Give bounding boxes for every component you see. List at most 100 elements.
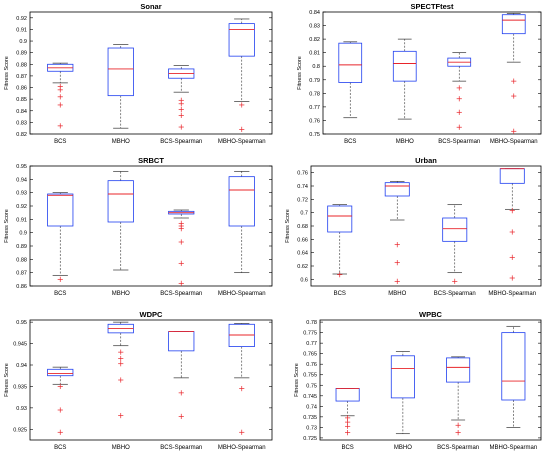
box-iqr <box>390 355 415 399</box>
plot-frame <box>29 11 273 135</box>
box-bcs <box>47 62 74 129</box>
outlier-point <box>455 422 461 428</box>
y-tick-label: 0.81 <box>309 51 320 57</box>
box-iqr <box>327 205 353 233</box>
outlier-point <box>456 124 462 130</box>
outlier-point <box>509 254 515 260</box>
y-tick-label: 0.76 <box>309 118 320 124</box>
y-tick-label: 0.88 <box>16 257 27 263</box>
y-tick-label: 0.88 <box>16 62 27 68</box>
x-tick-label: MBHO <box>112 139 130 145</box>
box-bcs-spearman <box>447 52 472 130</box>
box-iqr <box>107 47 134 97</box>
box-bcs <box>338 41 363 119</box>
box-bcs <box>327 204 353 278</box>
box-mbho <box>107 321 134 419</box>
x-tick-label: MBHO-Spearman <box>490 445 538 451</box>
x-tick-label: MBHO-Spearman <box>218 445 266 451</box>
y-tick-label: 0.95 <box>16 320 27 326</box>
y-tick-label: 0.83 <box>16 120 27 126</box>
x-tick-label: BCS <box>54 139 66 145</box>
box-mbho <box>107 44 134 129</box>
outlier-point <box>178 101 184 107</box>
y-tick-label: 0.86 <box>16 284 27 290</box>
y-tick-label: 0.95 <box>16 164 27 170</box>
outlier-point <box>239 102 245 108</box>
box-iqr <box>47 193 74 227</box>
outlier-point <box>118 355 124 362</box>
y-tick-label: 0.74 <box>306 404 317 410</box>
outlier-point <box>345 430 351 436</box>
x-tick-label: BCS-Spearman <box>438 139 480 145</box>
outlier-point <box>178 413 184 420</box>
y-tick-label: 0.62 <box>297 264 308 270</box>
box-bcs-spearman <box>168 209 195 286</box>
outlier-point <box>456 85 462 91</box>
x-tick-label: BCS-Spearman <box>160 139 202 145</box>
outlier-point <box>455 430 461 436</box>
y-tick-label: 0.83 <box>309 24 320 30</box>
outlier-point <box>178 390 184 396</box>
y-tick-label: 0.77 <box>309 105 320 111</box>
outlier-point <box>118 361 124 367</box>
outlier-point <box>509 208 515 214</box>
box-iqr <box>107 180 134 223</box>
outlier-point <box>509 275 515 281</box>
y-tick-label: 0.86 <box>16 86 27 92</box>
y-tick-label: 0.76 <box>306 362 317 368</box>
outlier-point <box>394 278 400 284</box>
outlier-point <box>511 78 517 84</box>
outlier-point <box>511 128 517 134</box>
y-tick-label: 0.84 <box>309 10 320 16</box>
x-tick-label: BCS <box>344 139 356 145</box>
y-tick-label: 0.94 <box>16 177 27 183</box>
y-tick-label: 0.82 <box>309 37 320 43</box>
y-tick-label: 0.78 <box>306 320 317 326</box>
box-mbho-spearman <box>499 168 525 281</box>
x-tick-label: BCS-Spearman <box>437 445 479 451</box>
y-tick-label: 0.89 <box>16 51 27 57</box>
x-tick-label: BCS-Spearman <box>160 445 202 451</box>
y-tick-label: 0.89 <box>16 244 27 250</box>
outlier-point <box>239 126 245 132</box>
chart-title: WPBC <box>419 310 442 319</box>
y-tick-label: 0.9 <box>19 231 27 237</box>
chart-panel-urban: Urban Fitness Score 0.6 0.62 0.64 0.66 0.68 0.7… <box>285 156 542 297</box>
outlier-point <box>57 102 63 108</box>
box-iqr <box>47 368 74 377</box>
y-tick-label: 0.935 <box>13 384 27 390</box>
box-iqr <box>228 23 255 57</box>
box-bcs <box>47 366 74 435</box>
outlier-point <box>57 123 63 129</box>
chart-title: Sonar <box>140 2 161 11</box>
y-tick-label: 0.6 <box>300 277 308 283</box>
outlier-point <box>57 87 63 93</box>
y-axis-label: Fitness Score <box>285 209 291 243</box>
box-bcs <box>47 192 74 282</box>
x-tick-label: MBHO <box>112 445 130 451</box>
x-tick-label: MBHO-Spearman <box>218 291 266 297</box>
outlier-point <box>345 423 351 429</box>
outlier-point <box>118 377 124 383</box>
y-tick-label: 0.72 <box>297 197 308 203</box>
box-iqr <box>228 176 255 227</box>
y-axis-label: Fitness Score <box>297 56 303 90</box>
y-tick-label: 0.79 <box>309 78 320 84</box>
outlier-point <box>394 242 400 248</box>
box-mbho-spearman <box>228 323 255 435</box>
outlier-point <box>178 226 184 232</box>
outlier-point <box>239 385 245 392</box>
y-axis-label: Fitness Score <box>4 363 10 397</box>
x-tick-label: MBHO-Spearman <box>490 139 538 145</box>
outlier-point <box>456 96 462 102</box>
y-tick-label: 0.765 <box>303 352 317 358</box>
x-tick-label: BCS <box>341 445 353 451</box>
y-tick-label: 0.76 <box>297 171 308 177</box>
y-tick-label: 0.64 <box>297 251 308 257</box>
x-tick-label: MBHO-Spearman <box>218 139 266 145</box>
y-tick-label: 0.93 <box>16 191 27 197</box>
x-tick-label: BCS-Spearman <box>434 291 476 297</box>
y-axis-label: Fitness Score <box>4 56 10 90</box>
chart-title: Urban <box>415 156 437 165</box>
